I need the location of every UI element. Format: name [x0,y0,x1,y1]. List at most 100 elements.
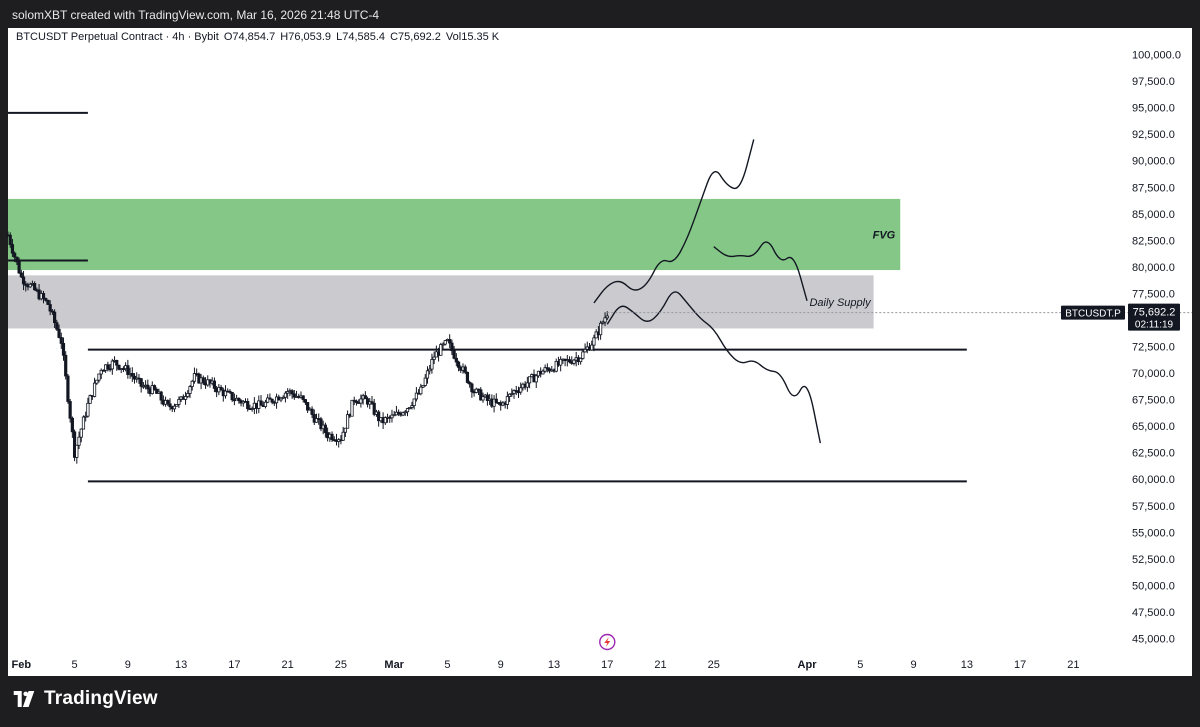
symbol-legend[interactable]: BTCUSDT Perpetual Contract · 4h · Bybit … [16,31,501,43]
candle-body [343,427,347,433]
y-axis-tick-label: 90,000.0 [1132,156,1175,168]
candle-body [177,398,181,405]
candle-body [230,391,234,401]
candle-body [21,276,26,285]
projection-path[interactable] [593,139,755,304]
candle-body [28,283,32,288]
candle-body [175,403,179,407]
candle-body [70,417,74,433]
candle-body [525,382,529,388]
candle-body [303,399,308,403]
candle-body [345,414,350,429]
projection-path[interactable] [606,291,822,444]
x-axis-tick-label: 13 [175,659,187,671]
candle-body [514,390,518,393]
candle-body [141,385,145,388]
candle-body [450,342,454,352]
candle-body [17,261,21,274]
candle-body [603,317,607,323]
candle-body [101,369,106,372]
y-axis-tick-label: 92,500.0 [1132,129,1175,141]
candle-body [505,396,509,405]
candle-body [55,322,59,330]
candle-body [192,373,197,382]
x-axis-tick-label: Apr [798,659,818,671]
candle-body [527,376,532,384]
candle-body [581,351,585,359]
candle-body [219,386,223,391]
candle-body [408,407,412,409]
candle-body [15,256,19,263]
y-axis-tick-label: 97,500.0 [1132,76,1175,88]
candle-body [421,385,425,388]
x-axis-tick-label: 17 [601,659,613,671]
candle-body [363,395,367,400]
candle-body [86,402,90,417]
candle-body [59,337,63,344]
brand-block[interactable]: TradingView [12,688,158,710]
candle-body [183,396,188,400]
candle-body [341,431,345,441]
author-credit: solomXBT created with TradingView.com, M… [12,8,380,22]
candle-body [370,401,374,404]
candle-body [359,398,363,404]
candle-body [188,386,192,394]
candle-body [10,244,15,254]
candle-body [79,428,83,438]
candle-body [292,393,296,398]
daily-supply-zone[interactable] [8,275,874,329]
candle-body [250,408,254,410]
candle-body [84,415,88,418]
candle-body [279,397,283,401]
candle-body [372,402,376,415]
candle-body [377,411,381,422]
candle-body [286,391,290,394]
flash-icon[interactable] [599,633,616,651]
candle-body [519,387,523,393]
candle-body [605,315,609,319]
candle-body [554,360,558,372]
candle-body [572,359,576,364]
candle-body [50,310,54,313]
candle-body [432,356,436,360]
x-axis-tick-label: 25 [708,659,720,671]
candle-body [186,393,190,397]
fvg-zone[interactable] [8,198,901,271]
candle-body [212,380,217,389]
candle-body [146,384,150,390]
y-axis-tick-label: 62,500.0 [1132,448,1175,460]
candle-body [19,272,23,278]
candle-body [290,390,294,395]
candle-body [470,383,474,393]
candle-body [463,366,467,373]
candle-body [237,397,241,402]
candle-body [456,361,461,368]
candle-body [228,390,232,393]
candle-body [46,299,50,305]
daily-supply-label: Daily Supply [809,297,872,309]
bottom-brand-bar [0,676,1200,727]
y-axis-tick-label: 60,000.0 [1132,474,1175,486]
candle-body [115,359,119,366]
candle-body [263,401,268,407]
candle-body [465,371,470,383]
candle-body [53,311,57,324]
candle-body [599,322,603,336]
x-axis-tick-label: 25 [335,659,347,671]
candle-body [281,396,285,399]
y-axis-tick-label: 65,000.0 [1132,421,1175,433]
chart-panel[interactable] [8,28,1192,676]
candle-body [579,358,583,363]
candle-body [354,400,359,403]
candle-body [168,403,172,408]
projection-path[interactable] [713,241,808,302]
x-axis-tick-label: Mar [384,659,404,671]
candle-body [448,338,452,344]
legend-symbol[interactable]: BTCUSDT Perpetual Contract · 4h · Bybit [16,31,219,43]
candle-body [48,304,52,312]
tradingview-logo-icon [13,691,35,707]
candle-body [545,367,549,370]
candle-body [423,377,427,386]
price-tag-price: 75,692.2 [1133,307,1176,319]
